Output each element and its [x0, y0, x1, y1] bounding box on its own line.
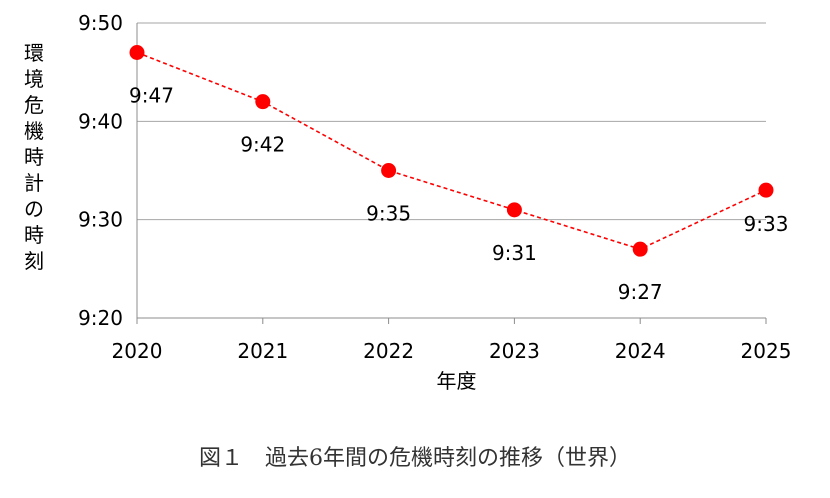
- y-tick-label: 9:40: [78, 109, 123, 133]
- data-point: [381, 163, 397, 178]
- data-point: [506, 202, 522, 218]
- y-axis-title: 環境危機時計の時刻: [24, 41, 44, 273]
- data-label: 9:35: [366, 202, 411, 226]
- x-tick-labels: 2020 2021 2022 2023 2024 2025: [112, 339, 792, 363]
- y-tick-label: 9:20: [78, 306, 123, 330]
- y-tick-label: 9:50: [78, 11, 123, 35]
- x-tick-label: 2021: [237, 339, 288, 363]
- y-tick-label: 9:30: [78, 208, 123, 232]
- x-tick-label: 2020: [112, 339, 163, 363]
- data-label: 9:27: [618, 280, 663, 304]
- data-label: 9:47: [129, 84, 174, 108]
- series-line: [129, 45, 774, 257]
- data-labels: 9:47 9:42 9:35 9:31 9:27 9:33: [129, 84, 788, 305]
- gridlines: [137, 22, 766, 221]
- axes: [136, 23, 767, 324]
- figure-caption: 図１ 過去6年間の危機時刻の推移（世界）: [199, 446, 631, 471]
- data-point: [758, 182, 774, 198]
- data-point: [129, 45, 145, 60]
- data-label: 9:33: [744, 212, 789, 236]
- x-tick-label: 2023: [489, 339, 540, 363]
- x-tick-label: 2024: [615, 339, 666, 363]
- data-point: [632, 241, 648, 257]
- x-axis-title: 年度: [437, 369, 477, 393]
- data-point: [255, 94, 271, 110]
- y-tick-labels: 9:20 9:30 9:40 9:50: [78, 11, 123, 330]
- data-label: 9:31: [492, 241, 537, 265]
- x-tick-label: 2022: [363, 339, 414, 363]
- series-polyline: [136, 51, 767, 251]
- x-tick-label: 2025: [741, 339, 792, 363]
- data-label: 9:42: [240, 133, 285, 157]
